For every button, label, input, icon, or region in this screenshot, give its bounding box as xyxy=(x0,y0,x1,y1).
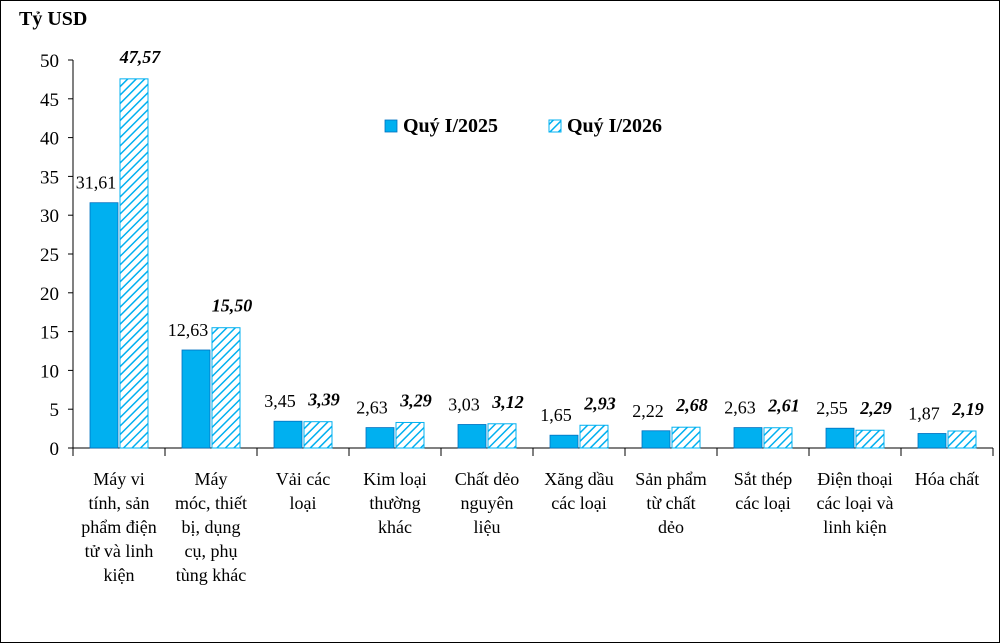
bar-series-2026 xyxy=(395,421,425,449)
data-label-2025: 2,63 xyxy=(724,398,756,418)
bar-series-2025 xyxy=(917,433,947,449)
bar-series-2025 xyxy=(641,430,671,449)
y-tick-label: 0 xyxy=(50,439,60,460)
data-label-2026: 2,19 xyxy=(951,399,984,419)
data-label-2025: 2,63 xyxy=(356,398,388,418)
category-label: Vải các loại xyxy=(276,469,330,513)
y-tick-label: 45 xyxy=(40,90,59,111)
category-label: Chất dẻo nguyên liệu xyxy=(455,469,520,537)
data-label-2025: 31,61 xyxy=(76,173,117,193)
data-label-2026: 2,68 xyxy=(675,395,708,415)
category-label: Sản phẩm từ chất dẻo xyxy=(635,469,707,537)
data-label-2025: 3,45 xyxy=(264,391,296,411)
bar-series-2026 xyxy=(855,429,885,449)
bar-series-2025 xyxy=(457,424,487,449)
category-label: Điện thoại các loại và linh kiện xyxy=(817,469,894,537)
bar-series-2026 xyxy=(579,424,609,449)
y-tick-label: 15 xyxy=(40,323,59,344)
category-label: Kim loại thường khác xyxy=(363,469,427,537)
bar-series-2026 xyxy=(671,426,701,449)
data-label-2025: 12,63 xyxy=(168,320,209,340)
y-tick-label: 35 xyxy=(40,167,59,188)
y-tick-label: 40 xyxy=(40,129,59,150)
legend-swatch-2025 xyxy=(384,119,398,133)
bar-series-2026 xyxy=(119,78,149,449)
bar-series-2026 xyxy=(487,423,517,449)
data-label-2025: 3,03 xyxy=(448,394,480,414)
bar-series-2025 xyxy=(733,427,763,449)
bar-series-2025 xyxy=(825,427,855,449)
category-label: Máy vi tính, sản phẩm điện tử và linh kiện xyxy=(81,469,156,585)
bars xyxy=(89,78,977,449)
category-label: Hóa chất xyxy=(915,469,979,489)
y-tick-label: 5 xyxy=(50,400,60,421)
data-label-2026: 47,57 xyxy=(119,47,162,67)
legend-swatch-2026 xyxy=(548,119,562,133)
data-label-2026: 2,61 xyxy=(767,396,800,416)
category-label: Máy móc, thiết bị, dụng cụ, phụ tùng khác xyxy=(175,469,247,585)
bar-series-2025 xyxy=(181,349,211,449)
y-tick-label: 50 xyxy=(40,51,59,72)
y-tick-label: 30 xyxy=(40,206,59,227)
data-label-2026: 2,93 xyxy=(583,393,616,413)
category-labels: Máy vi tính, sản phẩm điện tử và linh kiện Má… xyxy=(81,469,979,585)
category-label: Xăng dầu các loại xyxy=(544,469,613,513)
data-label-2025: 1,65 xyxy=(540,405,572,425)
data-label-2026: 2,29 xyxy=(859,398,892,418)
bar-series-2026 xyxy=(947,430,977,449)
legend-label-2026: Quý I/2026 xyxy=(567,115,662,137)
bar-series-2026 xyxy=(763,427,793,449)
y-axis-unit-label: Tỷ USD xyxy=(19,8,87,30)
data-label-2025: 2,55 xyxy=(816,398,848,418)
bar-series-2026 xyxy=(211,327,241,449)
legend: Quý I/2025 Quý I/2026 xyxy=(384,115,662,137)
category-label: Sắt thép các loại xyxy=(734,469,793,513)
bar-series-2025 xyxy=(89,202,119,449)
data-label-2026: 3,12 xyxy=(491,392,524,412)
data-label-2026: 15,50 xyxy=(212,296,253,316)
data-label-2026: 3,29 xyxy=(399,390,432,410)
bar-series-2025 xyxy=(273,420,303,449)
bar-series-2026 xyxy=(303,421,333,449)
y-tick-label: 20 xyxy=(40,284,59,305)
legend-label-2025: Quý I/2025 xyxy=(403,115,498,137)
data-label-2025: 2,22 xyxy=(632,401,664,421)
y-tick-label: 10 xyxy=(40,361,59,382)
data-label-2026: 3,39 xyxy=(307,390,340,410)
data-label-2025: 1,87 xyxy=(908,403,940,423)
y-tick-label: 25 xyxy=(40,245,59,266)
bar-series-2025 xyxy=(365,427,395,449)
bar-series-2025 xyxy=(549,434,579,449)
